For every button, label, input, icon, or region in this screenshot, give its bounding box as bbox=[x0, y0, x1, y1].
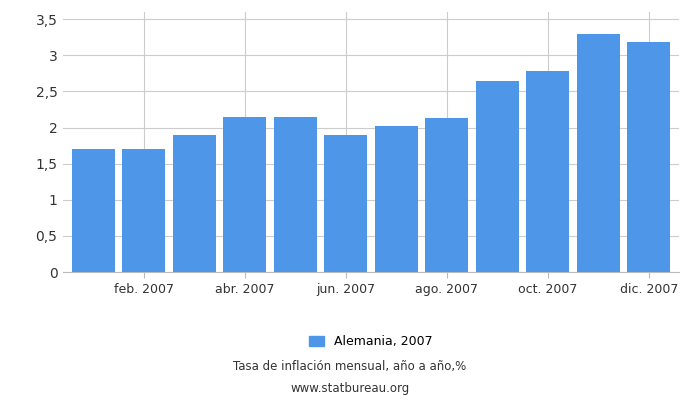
Bar bbox=[274, 117, 316, 272]
Text: www.statbureau.org: www.statbureau.org bbox=[290, 382, 410, 395]
Bar bbox=[173, 135, 216, 272]
Bar bbox=[223, 117, 266, 272]
Bar bbox=[526, 71, 569, 272]
Bar bbox=[426, 118, 468, 272]
Bar bbox=[122, 149, 165, 272]
Bar bbox=[476, 81, 519, 272]
Bar bbox=[577, 34, 620, 272]
Bar bbox=[72, 149, 115, 272]
Legend: Alemania, 2007: Alemania, 2007 bbox=[309, 336, 433, 348]
Text: Tasa de inflación mensual, año a año,%: Tasa de inflación mensual, año a año,% bbox=[233, 360, 467, 373]
Bar bbox=[627, 42, 670, 272]
Bar bbox=[324, 135, 368, 272]
Bar bbox=[374, 126, 418, 272]
